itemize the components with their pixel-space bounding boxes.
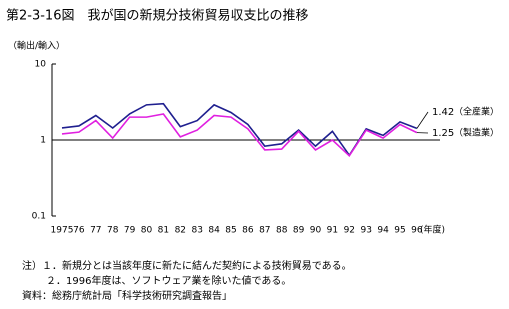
x-tick-label: 78	[107, 226, 119, 236]
end-label: 1.42	[432, 107, 454, 118]
line	[61, 113, 418, 158]
note: 注）１．新規分とは当該年度に新たに結んだ契約による技術貿易である。	[22, 259, 352, 272]
legend-label: （製造業）	[454, 127, 499, 139]
x-tick-label: 89	[293, 226, 305, 236]
y-axis-label: （輸出/輸入）	[8, 40, 65, 52]
y-tick-label: 10	[35, 60, 47, 70]
x-tick-label: 76	[73, 226, 85, 236]
x-tick-label: 94	[377, 226, 389, 236]
x-tick-label: 88	[276, 226, 288, 236]
x-tick-label: 96	[411, 226, 423, 236]
chart-title: 第2-3-16図 我が国の新規分技術貿易収支比の推移	[6, 8, 308, 24]
x-tick-label: 86	[242, 226, 254, 236]
end-label: 1.25	[432, 128, 454, 139]
line	[61, 102, 418, 157]
x-tick-label: 81	[158, 226, 169, 236]
x-tick-label: 84	[208, 226, 220, 236]
y-tick-label: 0.1	[32, 212, 46, 222]
x-tick-label: 91	[327, 226, 338, 236]
x-tick-label: 92	[344, 226, 355, 236]
x-tick-label: 80	[141, 226, 153, 236]
y-tick-label: 1	[40, 136, 46, 146]
x-tick-label: 90	[310, 226, 322, 236]
x-tick-label: 1975	[51, 226, 74, 236]
x-tick-label: 87	[259, 226, 270, 236]
x-axis-unit: (年度)	[420, 224, 445, 236]
x-tick-label: 77	[90, 226, 101, 236]
note: ２．1996年度は、ソフトウェア業を除いた値である。	[46, 274, 291, 287]
x-tick-label: 82	[175, 226, 186, 236]
legend-label: （全産業）	[454, 106, 499, 118]
x-tick-label: 83	[191, 226, 202, 236]
x-tick-label: 85	[225, 226, 236, 236]
x-tick-label: 95	[394, 226, 405, 236]
leader-line	[416, 111, 429, 129]
note: 資料：総務庁統計局「科学技術研究調査報告」	[22, 289, 232, 302]
x-tick-label: 79	[124, 226, 136, 236]
x-tick-label: 93	[360, 226, 371, 236]
